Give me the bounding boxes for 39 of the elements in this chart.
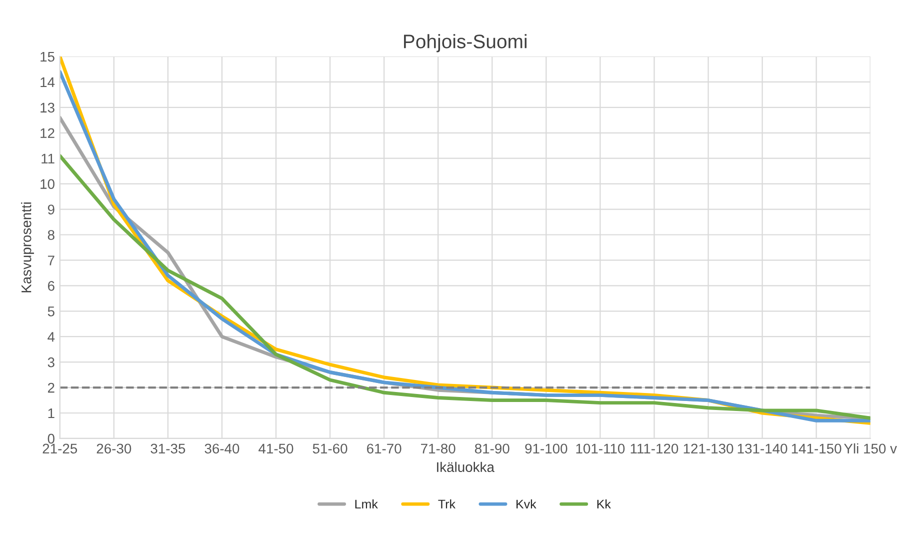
y-tick-label: 12 (40, 128, 54, 138)
y-tick-label: 3 (48, 357, 54, 368)
y-tick-label: 4 (48, 332, 55, 342)
x-tick-label: 121-130 (684, 444, 734, 454)
y-tick-label: 2 (48, 382, 54, 393)
legend-label: Trk (438, 499, 456, 508)
x-tick-label: 141-150 (792, 444, 842, 454)
y-tick-label: 14 (40, 77, 55, 87)
y-tick-label: 7 (48, 256, 54, 266)
y-tick-label: 10 (40, 179, 54, 189)
x-tick-label: 26-30 (96, 444, 132, 454)
x-tick-label: 31-35 (150, 444, 186, 454)
legend-label: Kk (597, 499, 611, 508)
x-tick-label: 71-80 (421, 444, 456, 454)
y-tick-label: 8 (48, 230, 54, 240)
y-tick-label: 9 (48, 204, 54, 214)
x-axis-title: Ikäluokka (437, 462, 494, 472)
legend-label: Kvk (516, 499, 536, 508)
x-tick-label: 91-100 (525, 444, 568, 454)
x-tick-label: 81-90 (474, 444, 510, 454)
y-tick-label: 0 (48, 434, 54, 444)
x-tick-label: 36-40 (204, 444, 240, 454)
x-tick-label: Yli 150 v (844, 443, 897, 454)
x-tick-label: 51-60 (312, 444, 348, 454)
x-tick-label: 111-120 (630, 444, 678, 454)
y-tick-label: 1 (48, 408, 54, 418)
y-tick-label: 13 (40, 102, 54, 113)
x-tick-label: 41-50 (258, 444, 294, 454)
y-axis-title: Kasvuprosentti (21, 202, 34, 292)
x-tick-label: 131-140 (738, 444, 788, 454)
y-tick-label: 6 (48, 281, 54, 291)
chart-title: Pohjois-Suomi (404, 34, 526, 52)
x-tick-label: 101-110 (576, 444, 625, 454)
y-tick-label: 5 (48, 306, 54, 316)
y-tick-label: 15 (40, 52, 54, 62)
x-tick-label: 21-25 (42, 444, 78, 454)
legend-label: Lmk (355, 499, 378, 508)
y-tick-label: 11 (42, 154, 54, 164)
x-tick-label: 61-70 (367, 444, 402, 454)
